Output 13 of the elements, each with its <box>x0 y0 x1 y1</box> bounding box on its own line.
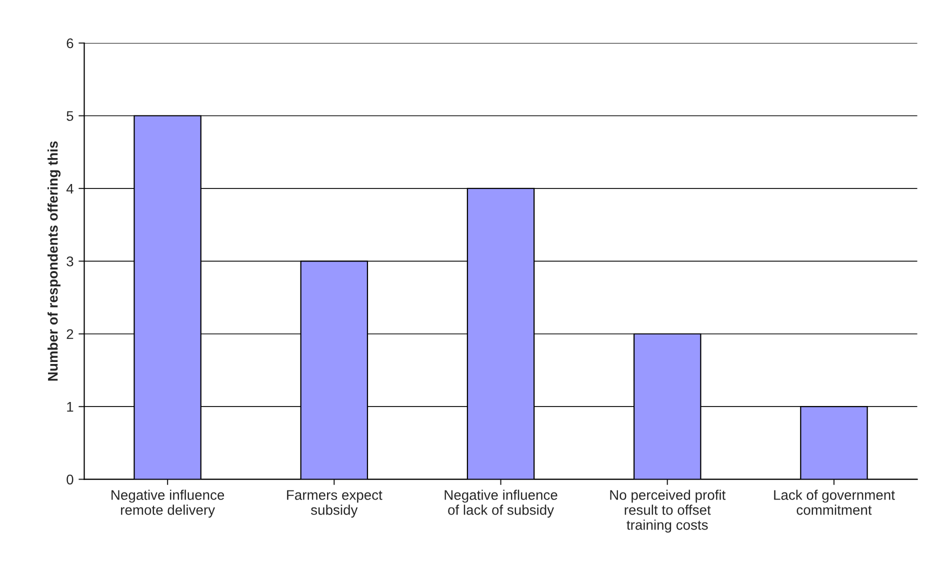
x-tick-label: Negative influence of lack of subsidy <box>444 490 558 518</box>
y-tick-label: 4 <box>66 184 74 194</box>
x-tick-label: Negative influence remote delivery <box>112 490 224 518</box>
y-tick-label: 1 <box>67 402 74 412</box>
y-tick-label: 0 <box>66 474 74 484</box>
y-axis-title: Number of respondents offering this <box>48 141 61 381</box>
y-tick-label: 3 <box>66 256 74 266</box>
y-tick-label: 2 <box>66 329 74 339</box>
y-tick-label: 5 <box>66 111 74 121</box>
x-tick-label: Lack of government commitment <box>774 490 895 515</box>
y-tick-label: 6 <box>66 38 74 48</box>
x-tick-label: No perceived profit result to offset training costs <box>610 490 726 533</box>
x-tick-label: Farmers expect subsidy <box>287 490 382 518</box>
